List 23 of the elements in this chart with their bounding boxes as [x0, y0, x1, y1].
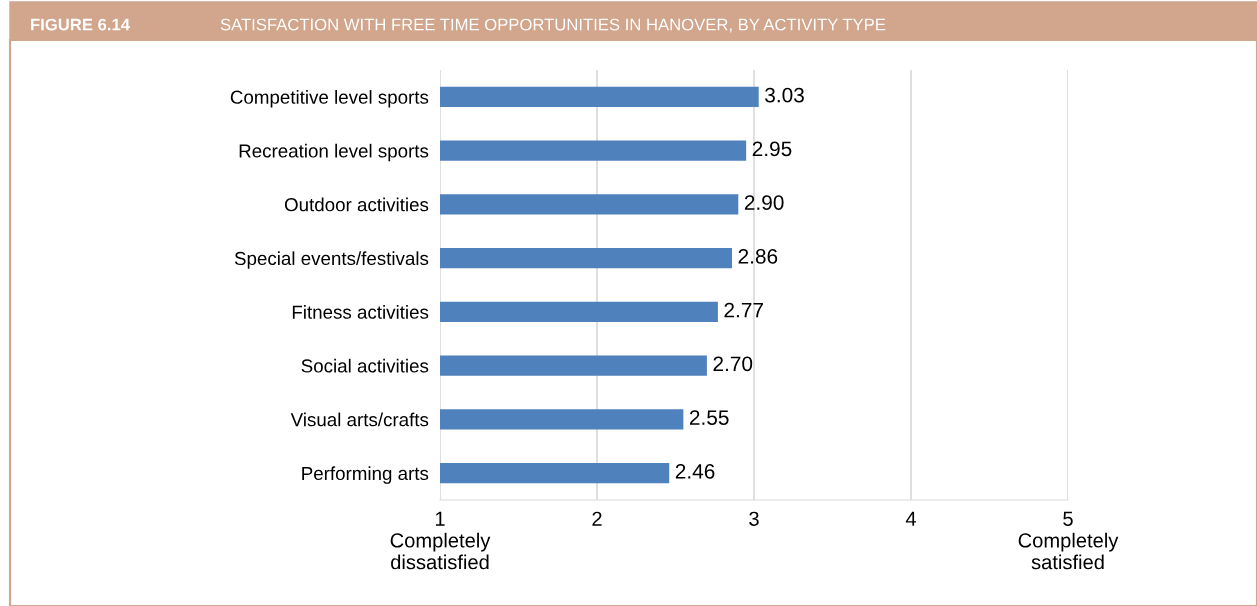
x-tick-label: 2 [592, 511, 602, 526]
y-tick-label: Performing arts [302, 466, 429, 484]
y-tick-label: Competitive level sports [230, 90, 429, 108]
y-tick-label: Outdoor activities [284, 197, 429, 212]
x-tick-label: 1 Completely dissatisfied [390, 511, 491, 570]
data-label: 2.46 [675, 463, 715, 479]
caption: FIGURE 6.14 [31, 18, 130, 31]
y-tick-label: Special events/festivals [234, 251, 429, 269]
chart-title: SATISFACTION WITH FREE TIME OPPORTUNITIES IN HANOVER, BY ACTIVITY TYPE [220, 18, 886, 33]
y-tick-label: Visual arts/crafts [290, 412, 429, 427]
data-label: 2.77 [724, 302, 763, 318]
x-tick-label: 3 [749, 511, 759, 526]
data-label: 2.70 [713, 356, 753, 372]
data-label: 3.03 [765, 87, 804, 103]
y-tick-label: Recreation level sports [239, 143, 429, 162]
x-tick-label: 5 Completely satisfied [1018, 511, 1119, 570]
data-label: 2.90 [744, 195, 784, 210]
data-label: 2.55 [689, 410, 729, 425]
x-tick-label: 4 [905, 511, 917, 526]
y-tick-label: Fitness activities [292, 305, 429, 319]
data-label: 2.95 [752, 141, 792, 157]
data-label: 2.86 [738, 248, 778, 264]
y-tick-label: Social activities [301, 358, 429, 373]
